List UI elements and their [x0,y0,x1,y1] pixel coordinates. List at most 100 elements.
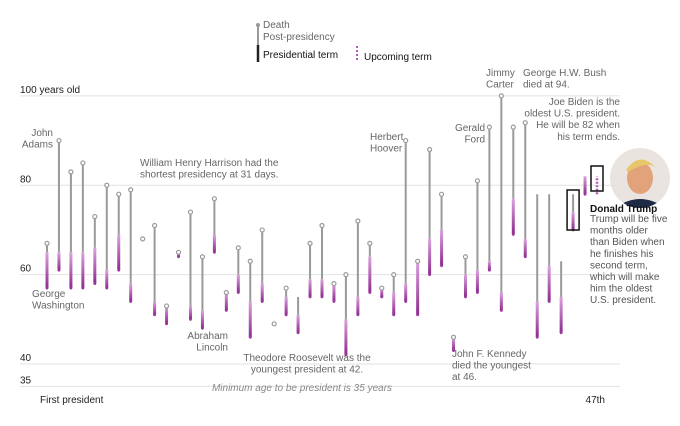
photo-hair [626,159,656,172]
death-dot [211,196,217,202]
term [392,292,396,315]
annotation: Carter [486,80,514,91]
death-dot [355,218,361,224]
term [571,212,575,230]
term [368,256,372,293]
annotation: his term ends. [557,132,620,143]
death-dot [367,240,373,246]
y-tick-label: 100 years old [20,85,80,96]
death-dot [152,222,158,229]
annotation: died at 94. [523,80,570,91]
term-start [476,291,479,294]
term-start [547,300,551,303]
death-dot [271,321,277,327]
term-start [153,313,157,317]
death-dot [498,93,504,99]
term-start [189,317,192,321]
term-start [583,192,587,196]
death-dot [415,258,421,264]
death-dot [187,209,194,215]
death-dot [379,285,385,291]
term [45,252,49,289]
term [499,292,503,311]
death-dot [391,272,397,278]
annotation: Hoover [370,144,403,155]
term [81,252,85,289]
term [57,252,61,271]
term-start [117,268,121,272]
term-start [177,255,180,259]
term-start [392,313,396,317]
term [320,279,324,298]
highlight-box [566,189,580,231]
death-dot [259,227,265,233]
annotation: than Biden when [590,237,665,248]
term [308,279,312,298]
photo-face [627,162,653,194]
y-tick-label: 60 [20,264,32,275]
legend: Death Post-presidency Presidential term … [256,20,432,63]
term-start [93,282,97,285]
term-start [296,331,300,335]
term [404,283,408,302]
death-dot [427,146,433,153]
term-start [535,335,539,339]
annotation: youngest president at 42. [251,365,363,376]
term [535,301,539,338]
death-dot [223,289,229,296]
death-dot [522,120,528,126]
term [236,274,240,293]
term-start [511,233,515,236]
y-tick-label: 80 [20,174,32,185]
term [475,270,479,293]
term-start [69,286,73,290]
term [69,252,73,289]
term [188,305,192,320]
death-dot [283,285,289,291]
annotation: oldest U.S. president. [524,109,620,120]
term-start [416,313,420,317]
annotation: Washington [32,301,84,312]
term-start [248,335,252,339]
term-start [236,291,240,294]
term [260,283,264,302]
annotation: Donald Trump [590,204,657,215]
term-start [320,295,324,299]
annotation: George H.W. Bush [523,68,606,79]
death-dot [403,137,409,144]
term [463,274,467,298]
death-dot [462,254,469,260]
death-dot [450,334,457,340]
term [284,297,288,315]
term [440,229,444,266]
death-dot [247,258,253,264]
term-start [129,300,133,303]
annotation: Gerald [455,123,485,134]
legend-label: Presidential term [263,50,338,61]
term [356,297,360,315]
term-start [105,286,109,290]
annotation: at 46. [452,372,477,383]
term-start [404,300,408,303]
term-start [165,322,168,326]
annotation: He will be 82 when [536,120,620,131]
annotation: Minimum age to be president is 35 years [212,383,392,394]
death-dot [44,240,50,246]
term [105,270,109,289]
annotation: shortest presidency at 31 days. [140,170,278,181]
term [332,283,336,302]
term-start [464,295,467,299]
x-tick-label: 47th [586,395,605,406]
legend-label: Upcoming term [364,52,432,63]
y-tick-label: 35 [20,375,32,386]
term-start [523,255,527,259]
annotation: Adams [22,140,53,151]
annotation: Ford [464,135,485,146]
annotation: John F. Kennedy [452,349,527,360]
term-start [428,273,432,277]
annotation: he finishes his [590,249,653,260]
death-dot [235,245,241,251]
term-start [332,300,336,303]
term [583,176,587,195]
death-dot [104,182,110,188]
